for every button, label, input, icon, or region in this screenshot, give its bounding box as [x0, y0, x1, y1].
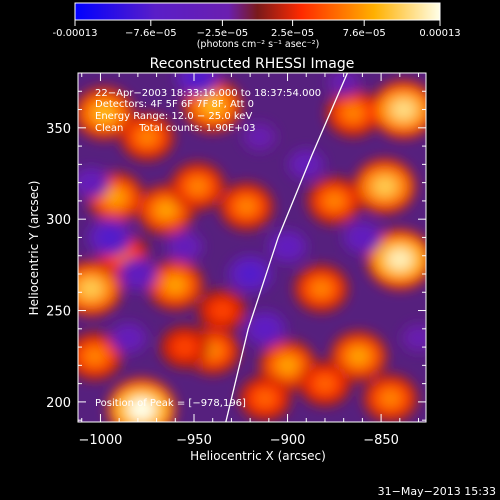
heatmap-blob-core	[372, 176, 397, 197]
heatmap-blob-core	[187, 73, 208, 86]
colorbar-tick-label: −7.6e−05	[125, 28, 177, 39]
heatmap-blob-core	[255, 320, 275, 338]
heatmap-blob-core	[347, 347, 370, 366]
y-tick-label: 250	[46, 305, 71, 320]
solar-limb	[225, 73, 349, 422]
heatmap-blob-core	[187, 177, 209, 195]
colorbar-tick-label: 7.6e−05	[343, 28, 386, 39]
heatmap-blob-core	[386, 248, 414, 271]
heatmap-blob-core	[104, 188, 127, 207]
colorbar-tick-label: 2.5e−05	[271, 28, 314, 39]
heatmap-blob-core	[78, 278, 104, 299]
heatmap-blob-core	[240, 265, 260, 283]
heatmap-blob-core	[82, 175, 100, 190]
heatmap-blob-core	[278, 238, 297, 255]
heatmap-blob-core	[310, 279, 332, 298]
heatmap-blob-core	[92, 103, 116, 123]
heatmap-blob-core	[212, 302, 232, 319]
heatmap-blob-core	[380, 389, 401, 407]
annotation-clean: Clean Total counts: 1.90E+03	[95, 123, 255, 134]
y-tick-label: 300	[46, 213, 71, 228]
colorbar-units: (photons cm⁻² s⁻¹ asec⁻²)	[197, 39, 320, 50]
colorbar-ticks: -0.00013 −7.6e−05 −2.5e−05 2.5e−05 7.6e−05 0.…	[53, 20, 461, 39]
plot-frame	[77, 72, 427, 423]
heatmap-blob-core	[136, 128, 158, 146]
x-tick-label: −850	[363, 433, 399, 448]
heatmap-blob-core	[410, 331, 426, 345]
heatmap-blob-core	[176, 239, 193, 254]
y-tick-label: 350	[46, 122, 71, 137]
x-axis-label: Heliocentric X (arcsec)	[190, 449, 326, 463]
heatmap-blobs	[78, 73, 426, 422]
peak-position-label: Position of Peak = [−978,196]	[95, 398, 246, 409]
heatmap-blob-core	[298, 157, 315, 172]
heatmap-blob-core	[164, 275, 187, 295]
heatmap-blob-core	[120, 330, 137, 346]
heatmap-blob-core	[324, 192, 345, 210]
annotation-block: 22−Apr−2003 18:33:16.000 to 18:37:54.000…	[95, 88, 321, 134]
annotation-time: 22−Apr−2003 18:33:16.000 to 18:37:54.000	[95, 88, 321, 99]
heatmap-blob-core	[390, 98, 417, 121]
heatmap-blob-core	[175, 339, 194, 355]
chart-title: Reconstructed RHESSI Image	[150, 56, 355, 72]
heatmap-blob-core	[99, 228, 120, 247]
annotation-detectors: Detectors: 4F 5F 6F 7F 8F, Att 0	[95, 99, 254, 110]
y-axis-label: Heliocentric Y (arcsec)	[27, 181, 41, 316]
heatmap-blob-core	[84, 347, 106, 365]
colorbar-tick-label: -0.00013	[53, 28, 98, 39]
footer-date: 31−May−2013 15:33	[378, 485, 496, 498]
heatmap-blob-core	[251, 130, 268, 144]
annotation-energy: Energy Range: 12.0 − 25.0 keV	[95, 111, 252, 122]
heatmap-blob-core	[236, 197, 257, 216]
heatmap-blob-core	[315, 375, 335, 392]
colorbar-tick-label: −2.5e−05	[197, 28, 249, 39]
x-tick-label: −900	[270, 433, 306, 448]
axis-ticks: −1000 −950 −900 −850 200 250 300 350	[46, 72, 426, 448]
colorbar	[74, 2, 441, 21]
x-tick-label: −1000	[78, 433, 122, 448]
heatmap-blob-core	[201, 96, 225, 116]
heatmap-blob-core	[353, 229, 372, 246]
heatmap-blob-core	[342, 104, 364, 122]
x-tick-label: −950	[176, 433, 212, 448]
y-tick-label: 200	[46, 396, 71, 411]
colorbar-tick-label: 0.00013	[419, 28, 460, 39]
heatmap-blob-core	[276, 356, 299, 375]
heatmap-blob-core	[127, 397, 156, 421]
heatmap-blob-core	[255, 390, 275, 407]
heatmap-blob-core	[129, 266, 147, 282]
heatmap-blob-core	[155, 200, 177, 220]
